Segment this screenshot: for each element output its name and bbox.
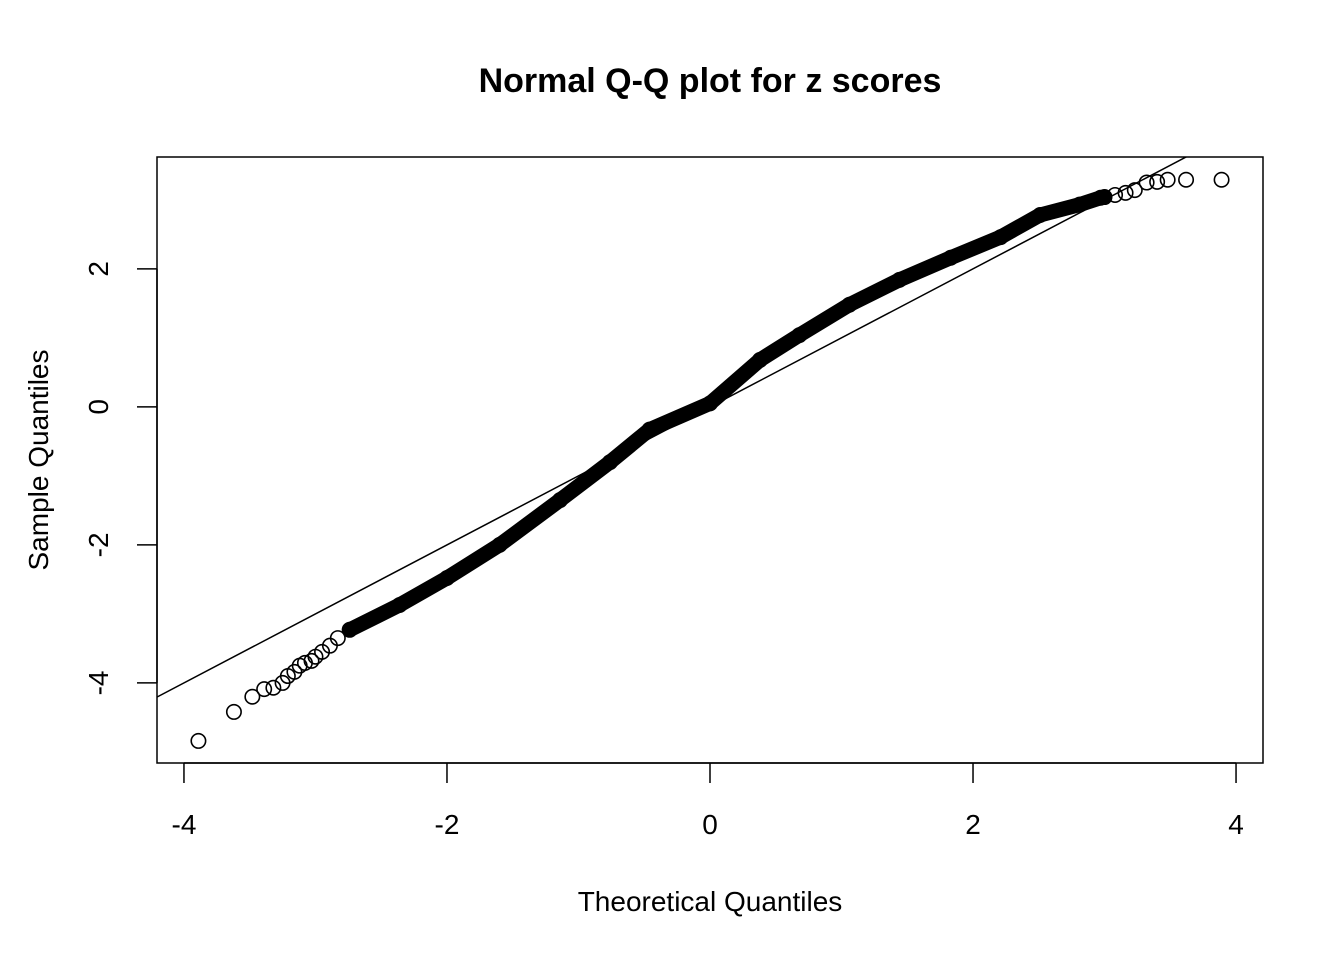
data-point-0	[190, 732, 207, 749]
y-tick-label: -4	[83, 670, 114, 695]
data-point-38	[1159, 171, 1176, 188]
x-tick-label: -2	[435, 809, 460, 840]
data-point-16	[391, 596, 408, 613]
y-tick-label: 2	[83, 261, 114, 277]
data-point-1	[225, 703, 242, 720]
chart-title: Normal Q-Q plot for z scores	[479, 62, 942, 100]
data-point-32	[1096, 189, 1113, 206]
data-point-21	[641, 421, 658, 438]
data-point-23	[751, 351, 768, 368]
x-tick-label: 0	[702, 809, 718, 840]
x-axis-label: Theoretical Quantiles	[578, 886, 843, 917]
data-point-25	[841, 296, 858, 313]
data-point-39	[1178, 171, 1195, 188]
dense-point-band	[342, 189, 1113, 638]
data-point-29	[1032, 206, 1049, 223]
data-point-19	[552, 492, 569, 509]
data-point-36	[1138, 174, 1155, 191]
data-point-34	[1117, 184, 1134, 201]
data-point-17	[438, 570, 455, 587]
y-axis-label: Sample Quantiles	[23, 349, 54, 570]
x-tick-label: 2	[965, 809, 981, 840]
data-point-15	[341, 621, 358, 638]
data-point-14	[329, 630, 346, 647]
data-point-4	[265, 679, 282, 696]
data-point-18	[491, 536, 508, 553]
data-point-10	[303, 652, 320, 669]
data-point-24	[791, 327, 808, 344]
data-point-20	[602, 454, 619, 471]
data-point-35	[1126, 182, 1143, 199]
data-point-22	[701, 395, 718, 412]
data-point-28	[992, 229, 1009, 246]
data-point-33	[1107, 186, 1124, 203]
x-tick-label: 4	[1228, 809, 1244, 840]
data-point-26	[891, 271, 908, 288]
data-point-30	[1071, 196, 1088, 213]
data-point-27	[942, 249, 959, 266]
data-point-2	[244, 688, 261, 705]
plot-frame	[156, 156, 1264, 764]
data-point-40	[1213, 171, 1230, 188]
y-tick-label: 0	[83, 399, 114, 415]
data-point-3	[256, 681, 273, 698]
x-tick-label: -4	[172, 809, 197, 840]
y-tick-label: -2	[83, 532, 114, 557]
data-point-37	[1149, 173, 1166, 190]
